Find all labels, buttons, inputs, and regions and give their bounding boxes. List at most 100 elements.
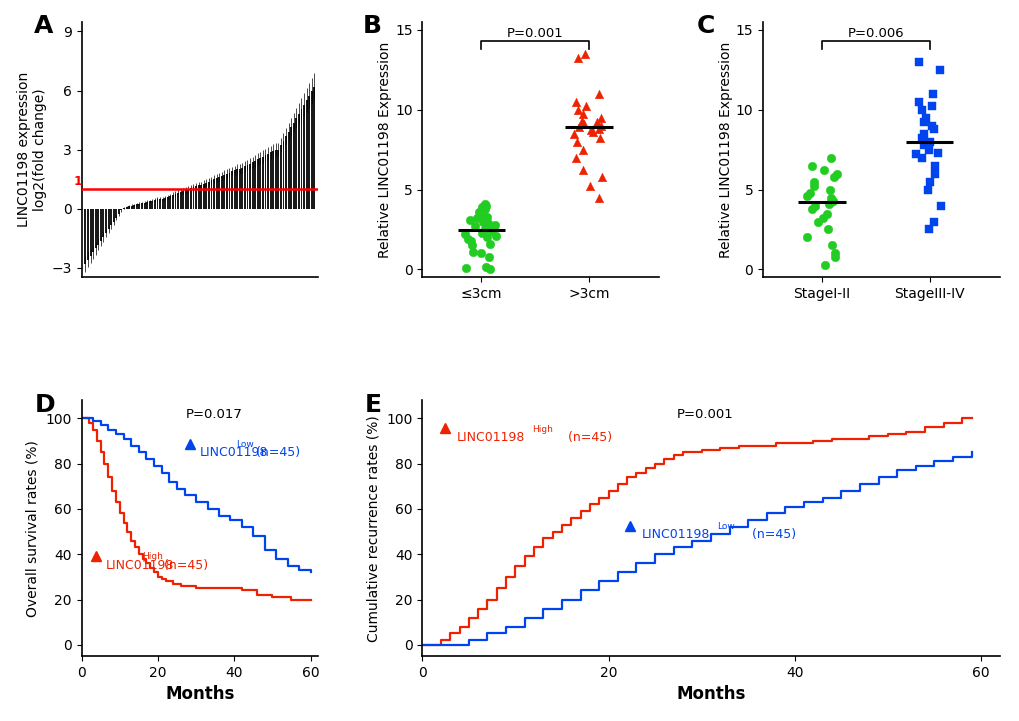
Point [471, 206, 487, 218]
Point [575, 164, 591, 176]
Bar [301, 109, 303, 208]
Bar [139, 204, 141, 208]
Bar [115, 208, 117, 218]
Bar [128, 206, 130, 208]
Bar [228, 172, 230, 208]
Point [821, 184, 838, 195]
Bar [95, 208, 97, 249]
Bar [190, 188, 192, 208]
Bar [105, 208, 107, 233]
Bar [149, 201, 151, 208]
Point [581, 180, 597, 192]
Point [473, 201, 489, 213]
Bar [231, 172, 232, 208]
Bar [215, 178, 217, 208]
Point [473, 248, 489, 260]
Bar [259, 158, 261, 208]
Bar [303, 105, 305, 208]
Point [910, 56, 926, 67]
Text: A: A [35, 14, 54, 38]
Point [591, 88, 607, 99]
Bar [100, 208, 102, 241]
Bar [125, 207, 127, 208]
Point [923, 101, 940, 112]
Point [827, 168, 844, 180]
Bar [262, 156, 264, 208]
Point [803, 160, 819, 172]
Text: High: High [142, 552, 163, 562]
Y-axis label: Overall survival rates (%): Overall survival rates (%) [25, 440, 40, 616]
Point [910, 96, 926, 107]
Point [919, 184, 935, 195]
Point [576, 118, 592, 130]
Point [826, 251, 843, 262]
Point [462, 214, 478, 226]
Point [464, 246, 480, 257]
Bar [226, 174, 227, 208]
Point [818, 208, 835, 219]
Point [481, 238, 497, 249]
Text: (n=45): (n=45) [748, 528, 796, 541]
Point [816, 259, 833, 270]
Bar [203, 184, 205, 208]
Text: (n=45): (n=45) [564, 431, 611, 444]
Bar [133, 205, 136, 208]
X-axis label: Months: Months [676, 686, 745, 704]
Bar [154, 200, 156, 208]
Point [471, 208, 487, 219]
Text: LINC01198: LINC01198 [105, 559, 173, 572]
Point [571, 121, 587, 133]
Point [574, 143, 590, 155]
Point [921, 136, 937, 147]
Point [819, 224, 836, 235]
Point [925, 160, 942, 172]
Point [815, 164, 832, 176]
Point [483, 226, 499, 237]
Point [803, 203, 819, 214]
Point [463, 239, 479, 251]
Point [486, 219, 502, 231]
Point [568, 136, 584, 147]
Point [920, 143, 936, 155]
Point [593, 171, 609, 182]
Text: (n=45): (n=45) [160, 559, 208, 572]
Point [574, 115, 590, 127]
Point [592, 120, 608, 131]
Bar [233, 170, 235, 208]
Y-axis label: LINC01198 expression
log2(fold change): LINC01198 expression log2(fold change) [17, 72, 47, 227]
Point [481, 251, 497, 262]
Text: P=0.017: P=0.017 [185, 408, 243, 421]
Bar [187, 189, 190, 208]
Point [577, 48, 593, 59]
Point [798, 190, 814, 202]
Point [567, 152, 583, 164]
Bar [306, 100, 308, 208]
Bar [242, 168, 244, 208]
Point [915, 117, 931, 128]
Bar [141, 203, 143, 208]
Point [477, 224, 493, 235]
Bar [177, 193, 178, 208]
Point [478, 200, 494, 211]
Text: LINC01198: LINC01198 [457, 431, 525, 444]
Point [929, 147, 946, 159]
Bar [110, 208, 112, 226]
Bar [220, 176, 222, 208]
Point [582, 125, 598, 136]
Point [926, 168, 943, 180]
Point [476, 198, 492, 210]
Point [457, 229, 473, 240]
Bar [298, 114, 300, 208]
Point [477, 203, 493, 214]
Bar [136, 205, 138, 208]
Bar [92, 208, 94, 252]
Bar [223, 175, 225, 208]
Bar [85, 208, 87, 264]
Bar [210, 180, 212, 208]
Bar [113, 208, 114, 221]
Point [805, 176, 821, 187]
Point [480, 222, 496, 234]
Text: Low: Low [716, 522, 734, 531]
Bar [257, 159, 259, 208]
Bar [120, 208, 122, 210]
